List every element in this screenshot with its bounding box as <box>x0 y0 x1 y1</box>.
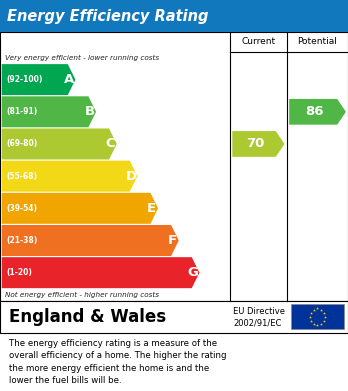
Text: C: C <box>105 138 115 151</box>
Text: F: F <box>168 234 177 247</box>
Polygon shape <box>2 129 117 160</box>
Polygon shape <box>2 96 96 127</box>
Bar <box>0 301 348 333</box>
Bar <box>291 304 344 329</box>
Polygon shape <box>2 161 137 192</box>
Text: B: B <box>85 105 95 118</box>
Text: (1-20): (1-20) <box>6 268 32 277</box>
Polygon shape <box>2 193 158 224</box>
Text: G: G <box>188 266 198 279</box>
Bar <box>0 0 348 32</box>
Text: Potential: Potential <box>298 37 338 47</box>
Text: E: E <box>147 202 156 215</box>
Text: A: A <box>64 73 74 86</box>
Polygon shape <box>232 131 284 157</box>
Text: Very energy efficient - lower running costs: Very energy efficient - lower running co… <box>5 55 159 61</box>
Text: (81-91): (81-91) <box>6 107 38 116</box>
Text: D: D <box>125 170 136 183</box>
Text: (55-68): (55-68) <box>6 172 37 181</box>
Polygon shape <box>289 99 346 125</box>
Text: The energy efficiency rating is a measure of the
overall efficiency of a home. T: The energy efficiency rating is a measur… <box>9 339 226 385</box>
Text: 86: 86 <box>306 105 324 118</box>
Text: (39-54): (39-54) <box>6 204 37 213</box>
Text: 2002/91/EC: 2002/91/EC <box>233 318 282 327</box>
Text: (92-100): (92-100) <box>6 75 43 84</box>
Text: Current: Current <box>241 37 276 47</box>
Text: 70: 70 <box>247 138 265 151</box>
Text: (21-38): (21-38) <box>6 236 38 245</box>
Polygon shape <box>2 64 76 95</box>
Bar <box>0 32 348 301</box>
Text: Not energy efficient - higher running costs: Not energy efficient - higher running co… <box>5 292 159 298</box>
Text: EU Directive: EU Directive <box>233 307 285 316</box>
Text: England & Wales: England & Wales <box>9 308 166 326</box>
Polygon shape <box>2 257 199 288</box>
Text: (69-80): (69-80) <box>6 140 38 149</box>
Polygon shape <box>2 225 179 256</box>
Text: Energy Efficiency Rating: Energy Efficiency Rating <box>7 9 208 23</box>
